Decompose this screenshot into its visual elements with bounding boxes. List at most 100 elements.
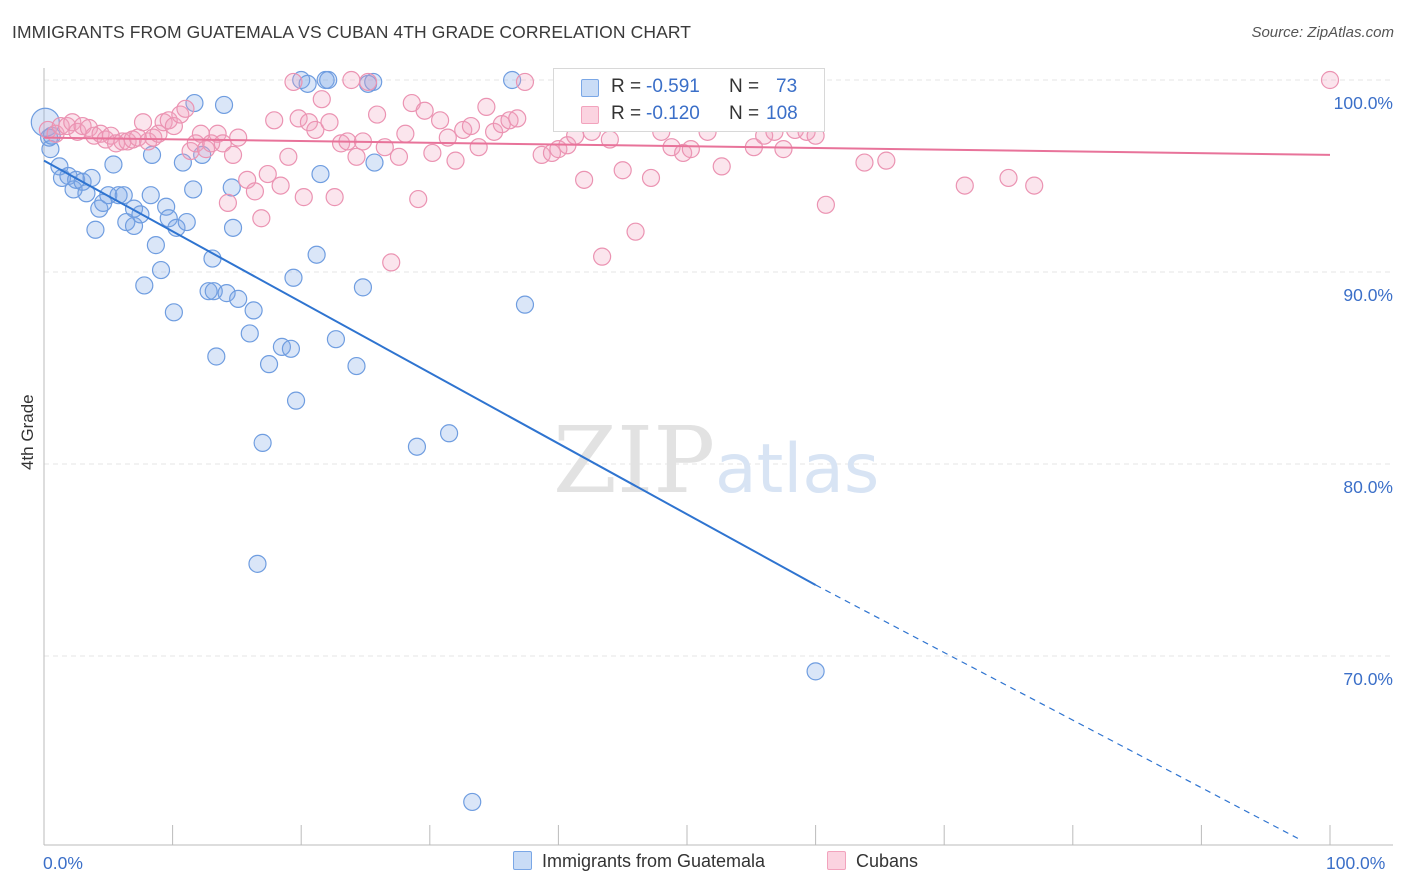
guatemala-point bbox=[272, 337, 292, 356]
y-tick-label: 100.0% bbox=[1333, 93, 1393, 113]
cuban-point bbox=[485, 122, 504, 141]
guatemala-point bbox=[364, 72, 383, 92]
guatemala-point bbox=[515, 295, 535, 314]
guatemala-point bbox=[286, 391, 306, 410]
legend-row-cubans: R = -0.120 N = 108 bbox=[554, 100, 824, 128]
guatemala-point bbox=[223, 218, 243, 237]
cuban-point bbox=[159, 111, 178, 130]
guatemala-point bbox=[146, 236, 165, 255]
cuban-point bbox=[423, 143, 442, 163]
cuban-point bbox=[438, 128, 457, 147]
cuban-point bbox=[51, 116, 70, 136]
cuban-point bbox=[284, 72, 303, 92]
guatemala-point bbox=[184, 180, 203, 199]
cuban-point bbox=[508, 109, 527, 128]
cubans-legend-swatch bbox=[827, 851, 846, 870]
guatemala-point bbox=[229, 289, 248, 308]
n-value: 73 bbox=[776, 76, 798, 97]
cuban-point bbox=[1320, 70, 1340, 90]
cuban-point bbox=[294, 188, 313, 207]
cuban-point bbox=[855, 153, 874, 172]
watermark-zip: ZIP bbox=[553, 407, 715, 514]
r-label: R = bbox=[611, 76, 642, 97]
cuban-point bbox=[955, 176, 974, 195]
x-tick-label-max: 100.0% bbox=[1326, 853, 1386, 873]
cuban-point bbox=[331, 134, 351, 153]
guatemala-point bbox=[365, 153, 384, 172]
cuban-point bbox=[999, 168, 1018, 188]
guatemala-point bbox=[86, 220, 105, 239]
y-axis-label: 4th Grade bbox=[18, 394, 37, 470]
cuban-point bbox=[325, 188, 344, 207]
guatemala-trend-line bbox=[43, 159, 817, 586]
guatemala-swatch bbox=[581, 79, 599, 97]
cuban-point bbox=[252, 209, 271, 228]
guatemala-point bbox=[259, 355, 279, 374]
cuban-point bbox=[469, 138, 488, 157]
cuban-point bbox=[347, 147, 366, 166]
cuban-point bbox=[409, 189, 428, 209]
cuban-point bbox=[461, 116, 481, 136]
cuban-point bbox=[312, 90, 331, 109]
cuban-point bbox=[358, 72, 378, 92]
data-points bbox=[30, 70, 1340, 812]
guatemala-point bbox=[185, 93, 204, 113]
legend-label: Immigrants from Guatemala bbox=[542, 851, 766, 871]
cuban-point bbox=[289, 109, 308, 128]
cuban-point bbox=[63, 113, 82, 132]
guatemala-point bbox=[199, 282, 218, 301]
guatemala-point bbox=[164, 303, 183, 322]
cuban-point bbox=[149, 124, 168, 143]
cuban-point bbox=[712, 157, 731, 176]
cuban-point bbox=[877, 151, 896, 170]
cuban-point bbox=[641, 168, 661, 188]
y-tick-label: 90.0% bbox=[1343, 285, 1393, 305]
cuban-point bbox=[662, 138, 681, 157]
cuban-point bbox=[265, 111, 284, 130]
guatemala-point bbox=[311, 164, 330, 184]
cubans-trend-line bbox=[43, 136, 1331, 156]
y-tick-label: 70.0% bbox=[1343, 669, 1393, 689]
cuban-point bbox=[396, 124, 415, 143]
guatemala-point bbox=[284, 268, 303, 287]
cuban-point bbox=[430, 111, 450, 130]
stats-legend: R = -0.591 N = 73 R = -0.120 N = 108 bbox=[553, 68, 825, 132]
guatemala-point bbox=[353, 278, 373, 297]
r-value: -0.120 bbox=[646, 103, 700, 124]
series-cubans bbox=[38, 70, 1340, 272]
source-credit: Source: ZipAtlas.com bbox=[1251, 24, 1394, 41]
guatemala-point bbox=[217, 284, 236, 303]
cuban-point bbox=[613, 161, 632, 180]
guatemala-point bbox=[407, 437, 427, 456]
guatemala-point bbox=[104, 155, 123, 174]
legend-label: Cubans bbox=[856, 851, 919, 871]
cuban-point bbox=[164, 116, 183, 136]
cuban-point bbox=[367, 105, 387, 124]
cuban-point bbox=[515, 72, 535, 92]
guatemala-point bbox=[248, 554, 267, 573]
cuban-point bbox=[306, 120, 325, 140]
guatemala-point bbox=[124, 216, 144, 236]
cuban-point bbox=[223, 145, 243, 164]
guatemala-point bbox=[307, 245, 326, 264]
guatemala-point bbox=[214, 95, 234, 115]
cuban-point bbox=[218, 193, 237, 212]
guatemala-point bbox=[240, 324, 259, 343]
guatemala-point bbox=[151, 260, 171, 280]
guatemala-legend-swatch bbox=[513, 851, 532, 870]
cuban-point bbox=[229, 128, 248, 147]
cuban-point bbox=[258, 164, 277, 184]
legend-item-cubans: Cubans bbox=[827, 851, 918, 872]
chart-title: IMMIGRANTS FROM GUATEMALA VS CUBAN 4TH G… bbox=[12, 22, 692, 42]
guatemala-point bbox=[177, 212, 196, 232]
cuban-point bbox=[245, 182, 265, 201]
guatemala-point bbox=[157, 197, 176, 216]
cuban-point bbox=[208, 124, 227, 143]
guatemala-point bbox=[463, 792, 482, 812]
guatemala-point bbox=[806, 662, 825, 681]
cuban-point bbox=[774, 140, 793, 159]
cuban-point bbox=[271, 176, 290, 195]
guatemala-point bbox=[347, 356, 366, 376]
cuban-point bbox=[575, 170, 594, 189]
